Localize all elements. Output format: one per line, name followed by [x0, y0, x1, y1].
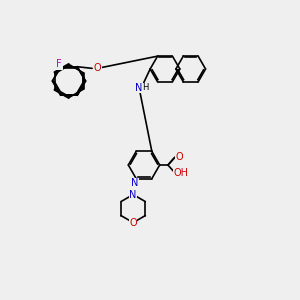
Text: O: O: [175, 152, 183, 162]
Text: N: N: [135, 82, 143, 92]
Text: O: O: [94, 63, 101, 74]
Text: N: N: [130, 190, 137, 200]
Text: O: O: [129, 218, 137, 228]
Text: H: H: [142, 83, 148, 92]
Text: N: N: [131, 178, 138, 188]
Text: OH: OH: [173, 168, 188, 178]
Text: F: F: [56, 59, 62, 69]
